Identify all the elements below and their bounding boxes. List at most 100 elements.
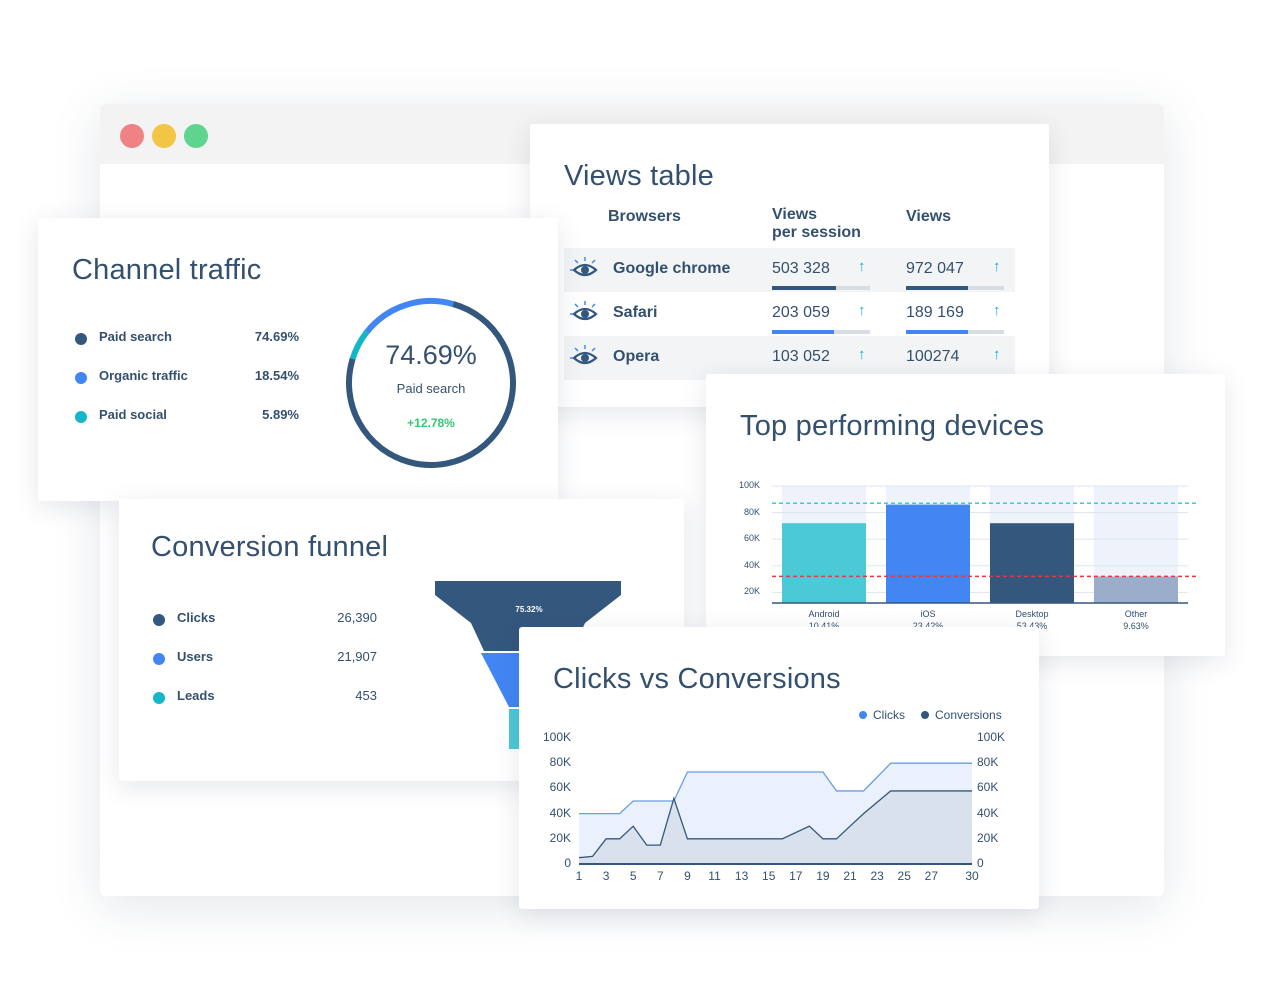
clicks-series-line: [579, 762, 972, 815]
device-name: Android: [808, 609, 840, 619]
views-table-row[interactable]: Safari 203 059 ↑ 189 169 ↑: [564, 292, 1015, 336]
legend-conversions-label: Conversions: [935, 708, 1002, 722]
x-tick-label: 11: [708, 869, 721, 883]
views-bar: [906, 286, 1004, 290]
y-tick-label: 20K: [743, 586, 760, 597]
device-name: iOS: [920, 609, 936, 619]
funnel-legend-value: 453: [355, 688, 377, 703]
eye-icon: [570, 301, 598, 321]
views-per-session-value: 103 052: [772, 348, 830, 365]
views-bar-fill: [906, 330, 968, 334]
left-y-tick-label: 80K: [549, 755, 571, 770]
legend-clicks-label: Clicks: [873, 708, 905, 722]
device-name: Desktop: [1015, 609, 1049, 619]
donut-center-value: 74.69%: [385, 340, 477, 370]
device-category-label: iOS 23,42%: [888, 608, 968, 632]
x-tick-label: 23: [870, 869, 884, 883]
x-tick-label: 25: [897, 869, 911, 883]
channel-legend-item: Paid social 5.89%: [75, 406, 301, 426]
legend-conversions-dot: [921, 711, 929, 719]
x-tick-label: 19: [816, 869, 830, 883]
arrow-up-icon: ↑: [993, 302, 1001, 319]
y-tick-label: 100K: [738, 480, 760, 490]
donut-segment-organic-traffic: [346, 298, 516, 468]
arrow-up-icon: ↑: [858, 258, 866, 275]
views-per-session-bar: [772, 330, 870, 334]
channel-traffic-title: Channel traffic: [72, 254, 262, 286]
funnel-stage-label: 75.32%: [515, 605, 543, 614]
x-tick-label: 15: [762, 869, 776, 883]
funnel-legend-name: Clicks: [177, 610, 216, 625]
right-y-tick-label: 40K: [977, 805, 999, 820]
x-tick-label: 13: [734, 869, 749, 883]
channel-legend-name: Paid search: [99, 329, 172, 344]
y-tick-label: 80K: [743, 506, 760, 517]
legend-conversions: Conversions: [921, 708, 1002, 722]
device-percent: 9.63%: [1123, 621, 1149, 631]
views-table-title: Views table: [564, 160, 714, 192]
device-percent: 10.41%: [808, 621, 840, 631]
right-y-tick-label: 0: [977, 856, 984, 870]
eye-icon: [570, 345, 598, 365]
arrow-up-icon: ↑: [858, 346, 866, 363]
funnel-legend-name: Leads: [177, 688, 215, 703]
top-devices-card: Top performing devices 20K 40K 60K 80K 100K A…: [706, 374, 1225, 656]
views-per-session-bar: [772, 286, 870, 290]
device-bar: [990, 523, 1074, 603]
channel-legend-dot: [75, 372, 87, 384]
conversion-funnel-title: Conversion funnel: [151, 531, 389, 563]
donut-center-label: Paid search: [396, 381, 466, 396]
device-bar: [782, 523, 866, 603]
arrow-up-icon: ↑: [858, 302, 866, 319]
x-tick-label: 17: [789, 869, 803, 883]
device-name: Other: [1124, 609, 1148, 619]
views-per-session-column-header: Views per session: [772, 206, 861, 242]
channel-traffic-donut: [346, 298, 516, 468]
maximize-window-button[interactable]: [184, 124, 208, 148]
views-per-session-value: 503 328: [772, 260, 830, 277]
legend-clicks-dot: [859, 711, 867, 719]
views-value: 100274: [906, 348, 960, 365]
channel-legend-item: Organic traffic 18.54%: [75, 367, 301, 387]
right-y-tick-label: 60K: [977, 780, 999, 795]
close-window-button[interactable]: [120, 124, 144, 148]
views-table-card: Views table Browsers Views per session V…: [530, 124, 1049, 407]
donut-segment-paid-search: [346, 298, 516, 468]
funnel-legend-name: Users: [177, 649, 214, 664]
left-y-tick-label: 0: [564, 856, 571, 870]
views-table-row[interactable]: Opera 103 052 ↑ 100274 ↑: [564, 336, 1015, 380]
funnel-legend-value: 21,907: [337, 649, 377, 664]
browser-name: Google chrome: [613, 260, 731, 277]
device-percent: 23,42%: [912, 621, 944, 631]
left-y-tick-label: 60K: [549, 780, 571, 795]
channel-traffic-card: Channel traffic Paid search 74.69% Organic…: [38, 218, 558, 501]
channel-legend-name: Paid social: [99, 407, 167, 422]
channel-legend-item: Paid search 74.69%: [75, 328, 301, 348]
devices-bar-chart: [772, 485, 1196, 604]
left-y-tick-label: 100K: [542, 730, 571, 744]
right-y-tick-label: 100K: [977, 730, 1006, 744]
legend-clicks: Clicks: [859, 708, 905, 722]
clicks-vs-conversions-title: Clicks vs Conversions: [553, 663, 841, 695]
funnel-legend-item: Clicks 26,390: [153, 609, 379, 629]
channel-legend-dot: [75, 333, 87, 345]
views-per-session-bar-fill: [772, 330, 834, 334]
arrow-up-icon: ↑: [993, 258, 1001, 275]
views-per-session-bar-fill: [772, 286, 836, 290]
views-column-header: Views: [906, 208, 952, 225]
minimize-window-button[interactable]: [152, 124, 176, 148]
x-tick-label: 5: [629, 869, 637, 883]
clicks-vs-conversions-card: Clicks vs Conversions Clicks Conversions…: [519, 627, 1039, 909]
views-bar: [906, 330, 1004, 334]
device-percent: 53.43%: [1016, 621, 1048, 631]
clicks-vs-conversions-chart: [578, 762, 972, 865]
views-per-session-header-line2: per session: [772, 224, 861, 241]
views-value: 189 169: [906, 304, 964, 321]
y-tick-label: 60K: [743, 533, 760, 544]
views-bar-fill: [906, 286, 968, 290]
donut-change-value: +12.78%: [407, 416, 455, 430]
channel-legend-value: 5.89%: [262, 407, 299, 422]
browser-name: Opera: [613, 348, 660, 365]
x-tick-label: 7: [656, 869, 664, 883]
views-table-row[interactable]: Google chrome 503 328 ↑ 972 047 ↑: [564, 248, 1015, 292]
